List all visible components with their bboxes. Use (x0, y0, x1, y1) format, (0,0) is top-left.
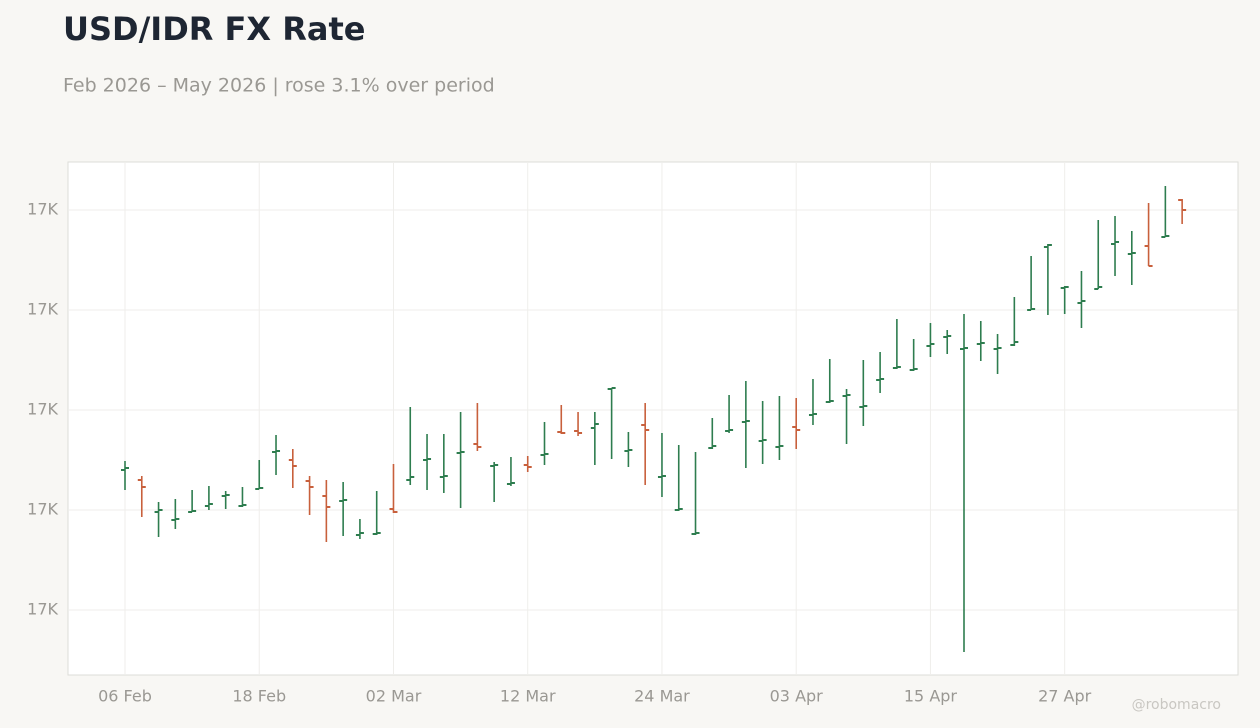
watermark: @robomacro (1132, 697, 1221, 713)
x-tick-label: 18 Feb (232, 687, 286, 706)
x-tick-label: 27 Apr (1038, 687, 1092, 706)
y-tick-label: 17K (27, 500, 58, 519)
x-tick-label: 06 Feb (98, 687, 152, 706)
y-tick-label: 17K (27, 200, 58, 219)
y-tick-label: 17K (27, 600, 58, 619)
x-tick-label: 15 Apr (904, 687, 958, 706)
chart-title: USD/IDR FX Rate (63, 10, 365, 48)
x-tick-label: 03 Apr (770, 687, 824, 706)
x-tick-label: 12 Mar (500, 687, 556, 706)
plot-area (67, 161, 1239, 676)
x-tick-label: 24 Mar (634, 687, 690, 706)
y-tick-label: 17K (27, 300, 58, 319)
y-tick-label: 17K (27, 400, 58, 419)
x-tick-label: 02 Mar (366, 687, 422, 706)
chart-subtitle: Feb 2026 – May 2026 | rose 3.1% over per… (63, 75, 495, 97)
